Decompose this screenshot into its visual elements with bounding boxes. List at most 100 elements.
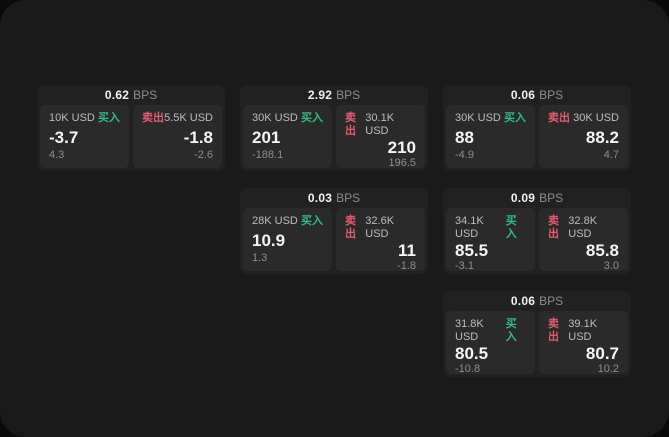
spread-bps-value: 0.06 [510, 88, 536, 102]
spread-header: 0.03 BPS [243, 188, 425, 208]
buy-bottom-row: -3.1 [455, 260, 526, 273]
buy-bottom-row: -188.1 [252, 149, 323, 162]
buy-size-label: 10K USD [49, 112, 95, 124]
sell-top-row: 卖出 30.1K USD [345, 112, 416, 138]
sell-price: 11 [398, 241, 416, 260]
sell-size-label: 30.1K USD [365, 112, 395, 137]
quote-card: 0.09 BPS 34.1K USD 买入 85.5 -3.1 卖出 32.8K… [443, 188, 631, 274]
sell-price: 88.2 [585, 127, 619, 147]
spread-bps-unit: BPS [336, 191, 361, 205]
buy-quote-panel[interactable]: 28K USD 买入 10.9 1.3 [243, 208, 332, 271]
buy-price: 10.9 [252, 230, 286, 250]
buy-side-label: 买入 [504, 112, 526, 124]
buy-change-value: -3.1 [455, 260, 474, 272]
buy-top-row: 31.8K USD 买入 [455, 318, 526, 344]
buy-change-value: -188.1 [252, 149, 284, 161]
sell-side-label: 卖出 [345, 112, 356, 137]
sell-bottom-row: 3.0 [548, 260, 619, 273]
sell-quote-panel[interactable]: 卖出 5.5K USD -1.8 -2.6 [133, 105, 222, 168]
sell-bottom-row: 4.7 [548, 149, 619, 162]
buy-side-label: 买入 [301, 112, 323, 124]
buy-quote-panel[interactable]: 30K USD 买入 201 -188.1 [243, 105, 332, 168]
sell-size-label: 30K USD [573, 112, 619, 124]
sell-top-row: 卖出 5.5K USD [142, 112, 213, 125]
sell-top-row: 卖出 39.1K USD [548, 318, 619, 344]
spread-bps-unit: BPS [336, 88, 361, 102]
sell-quote-panel[interactable]: 卖出 30.1K USD 210 196.5 [336, 105, 425, 169]
spread-header: 0.62 BPS [40, 85, 222, 105]
quote-body: 34.1K USD 买入 85.5 -3.1 卖出 32.8K USD 85.8… [446, 208, 628, 273]
sell-quote-panel[interactable]: 卖出 32.8K USD 85.8 3.0 [539, 208, 628, 273]
sell-bottom-row: -2.6 [142, 149, 213, 162]
sell-size-label: 39.1K USD [568, 318, 598, 343]
sell-size-label: 32.6K USD [365, 215, 395, 240]
quote-body: 30K USD 买入 201 -188.1 卖出 30.1K USD 210 1… [243, 105, 425, 169]
buy-price: -3.7 [49, 127, 79, 147]
buy-change-value: -4.9 [455, 149, 474, 161]
spread-bps-unit: BPS [539, 191, 564, 205]
buy-price: 85.5 [455, 241, 489, 260]
buy-change-value: -10.8 [455, 363, 481, 375]
spread-bps-unit: BPS [539, 88, 564, 102]
sell-change-value: -1.8 [397, 260, 416, 272]
buy-top-row: 30K USD 买入 [455, 112, 526, 125]
sell-size-label: 32.8K USD [568, 215, 598, 240]
spread-bps-value: 0.62 [104, 88, 130, 102]
buy-size-label: 30K USD [455, 112, 501, 124]
sell-change-value: 4.7 [603, 149, 619, 161]
sell-quote-panel[interactable]: 卖出 30K USD 88.2 4.7 [539, 105, 628, 168]
sell-top-row: 卖出 32.6K USD [345, 215, 416, 241]
buy-quote-panel[interactable]: 34.1K USD 买入 85.5 -3.1 [446, 208, 535, 273]
spread-header: 0.06 BPS [446, 291, 628, 311]
sell-change-value: -2.6 [194, 149, 213, 161]
spread-bps-value: 0.09 [510, 191, 536, 205]
quote-card: 0.62 BPS 10K USD 买入 -3.7 4.3 卖出 5.5K USD… [37, 85, 225, 171]
sell-side-label: 卖出 [142, 112, 164, 124]
buy-size-label: 28K USD [252, 215, 298, 227]
sell-change-value: 3.0 [603, 260, 619, 272]
spread-bps-value: 0.06 [510, 294, 536, 308]
buy-quote-panel[interactable]: 10K USD 买入 -3.7 4.3 [40, 105, 129, 168]
buy-top-row: 10K USD 买入 [49, 112, 120, 125]
quote-cards-grid: 0.62 BPS 10K USD 买入 -3.7 4.3 卖出 5.5K USD… [37, 85, 631, 377]
sell-top-row: 卖出 30K USD [548, 112, 619, 125]
buy-side-label: 买入 [98, 112, 120, 124]
sell-side-label: 卖出 [548, 215, 559, 240]
buy-price: 80.5 [455, 344, 489, 363]
quote-body: 28K USD 买入 10.9 1.3 卖出 32.6K USD 11 -1.8 [243, 208, 425, 272]
quote-card: 0.03 BPS 28K USD 买入 10.9 1.3 卖出 32.6K US… [240, 188, 428, 274]
spread-header: 2.92 BPS [243, 85, 425, 105]
sell-change-value: 10.2 [597, 363, 619, 375]
sell-side-label: 卖出 [548, 318, 559, 343]
buy-bottom-row: -10.8 [455, 363, 526, 376]
sell-quote-panel[interactable]: 卖出 32.6K USD 11 -1.8 [336, 208, 425, 272]
quote-body: 30K USD 买入 88 -4.9 卖出 30K USD 88.2 4.7 [446, 105, 628, 168]
buy-price: 201 [252, 127, 281, 147]
buy-top-row: 28K USD 买入 [252, 215, 323, 228]
quote-card: 2.92 BPS 30K USD 买入 201 -188.1 卖出 30.1K … [240, 85, 428, 171]
buy-size-label: 30K USD [252, 112, 298, 124]
spread-bps-unit: BPS [133, 88, 158, 102]
sell-price: -1.8 [183, 127, 213, 147]
sell-quote-panel[interactable]: 卖出 39.1K USD 80.7 10.2 [539, 311, 628, 376]
sell-side-label: 卖出 [548, 112, 570, 124]
buy-change-value: 4.3 [49, 149, 65, 161]
sell-bottom-row: 10.2 [548, 363, 619, 376]
spread-bps-unit: BPS [539, 294, 564, 308]
sell-change-value: 196.5 [388, 157, 416, 169]
sell-side-label: 卖出 [345, 215, 356, 240]
quote-body: 10K USD 买入 -3.7 4.3 卖出 5.5K USD -1.8 -2.… [40, 105, 222, 168]
buy-side-label: 买入 [505, 318, 517, 343]
sell-top-row: 卖出 32.8K USD [548, 215, 619, 241]
buy-quote-panel[interactable]: 31.8K USD 买入 80.5 -10.8 [446, 311, 535, 376]
buy-size-label: 34.1K USD [455, 215, 484, 240]
quote-body: 31.8K USD 买入 80.5 -10.8 卖出 39.1K USD 80.… [446, 311, 628, 376]
buy-quote-panel[interactable]: 30K USD 买入 88 -4.9 [446, 105, 535, 168]
buy-bottom-row: -4.9 [455, 149, 526, 162]
buy-size-label: 31.8K USD [455, 318, 484, 343]
sell-size-label: 5.5K USD [164, 112, 213, 124]
buy-change-value: 1.3 [252, 252, 268, 264]
buy-side-label: 买入 [505, 215, 517, 240]
